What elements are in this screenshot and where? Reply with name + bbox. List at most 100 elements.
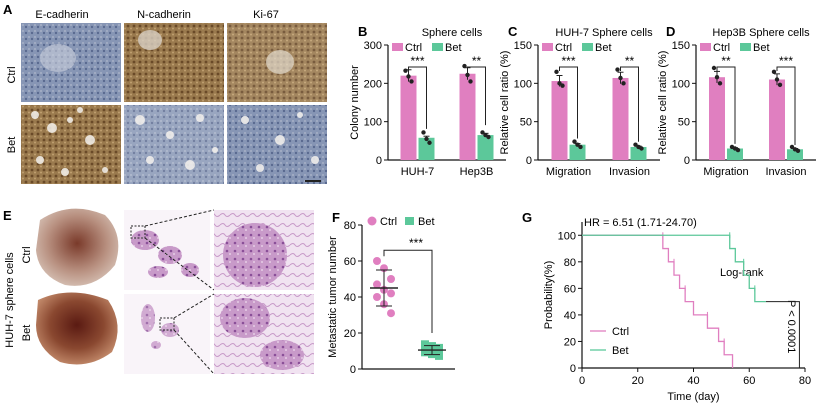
significance-stars: **	[625, 54, 635, 68]
data-point-bet	[435, 347, 443, 355]
data-point-ctrl	[387, 309, 395, 318]
significance-stars: ***	[561, 54, 575, 68]
panel-e-row-1: Ctrl	[21, 246, 33, 263]
bar-ctrl	[459, 73, 476, 160]
data-point	[777, 82, 783, 88]
data-point	[789, 144, 795, 150]
panel-a-row-2: Bet	[6, 137, 18, 154]
data-point	[421, 130, 426, 135]
vacuole-mark	[256, 164, 264, 172]
legend-label-bet: Bet	[418, 216, 435, 228]
y-tick-label: 150	[672, 40, 690, 52]
y-tick-label: 60	[344, 256, 356, 268]
y-tick-label: 300	[364, 40, 382, 52]
ihc-bet-ki67	[227, 105, 327, 184]
significance-stars: ***	[409, 236, 423, 250]
bar-bet	[477, 135, 494, 160]
liver-ctrl-photo	[36, 208, 119, 286]
panel-f-scatter-chart: F 0 20 40 60 80 Metastatic tumor number Ctrl Bet…	[327, 210, 455, 376]
y-tick-label: 150	[514, 40, 532, 52]
x-tick-label: Hep3B	[460, 166, 494, 178]
panel-label: D	[666, 24, 675, 39]
vacuole-mark	[146, 156, 154, 164]
data-point	[424, 136, 429, 142]
y-tick-label: 0	[570, 363, 576, 375]
data-point	[554, 69, 559, 75]
data-point-ctrl	[373, 257, 381, 265]
panel-b-bar-chart: B Sphere cells 0 100 200 300 Colony number Ctrl…	[349, 24, 506, 178]
legend-swatch-ctrl	[392, 43, 403, 51]
vacuole-mark	[36, 156, 44, 164]
x-tick-label: Invasion	[766, 166, 807, 178]
panel-a-col-1: E-cadherin	[35, 9, 88, 21]
y-tick-label: 0	[684, 155, 690, 167]
vacuole-mark	[135, 115, 145, 125]
chart-title: Hep3B Sphere cells	[712, 27, 810, 39]
data-point	[462, 63, 467, 69]
legend-label-bet: Bet	[595, 42, 612, 54]
panel-e-label: E	[3, 208, 12, 223]
panel-a-col-3: Ki-67	[253, 9, 279, 21]
significance-bracket	[383, 249, 433, 333]
x-tick-label: 60	[743, 375, 755, 387]
panel-a-col-2: N-cadherin	[137, 9, 191, 21]
significance-stars: ***	[410, 54, 424, 68]
x-tick-label: 40	[687, 375, 699, 387]
panel-g-survival-chart: G 0 20 40 60 80 100 0 20 40 60 80 Time (day) Probabil…	[522, 210, 811, 403]
y-tick-label: 40	[344, 292, 356, 304]
vacuole-mark	[61, 168, 69, 176]
data-point	[735, 147, 741, 153]
survival-curve-ctrl	[582, 234, 734, 368]
legend-swatch-ctrl	[367, 216, 377, 226]
y-tick-label: 0	[376, 155, 382, 167]
y-tick-label: 100	[672, 78, 690, 90]
y-tick-label: 0	[350, 364, 356, 376]
data-point	[560, 83, 565, 88]
data-point	[575, 142, 580, 147]
liver-bet-photo	[36, 292, 118, 365]
y-tick-label: 80	[344, 220, 356, 232]
vacuole-mark	[212, 147, 218, 153]
bar-bet	[727, 148, 743, 160]
bar-ctrl	[612, 77, 629, 160]
y-tick-label: 50	[520, 117, 532, 129]
legend-label-ctrl: Ctrl	[380, 216, 397, 228]
significance-bracket	[467, 66, 486, 126]
data-point	[615, 67, 620, 72]
bar-ctrl	[769, 79, 785, 160]
vacuole-mark	[275, 135, 285, 145]
vacuole-mark	[67, 117, 73, 123]
panel-e-row-label: HUH-7 sphere cells	[4, 252, 16, 348]
panel-label: C	[508, 24, 518, 39]
legend-swatch-bet	[582, 43, 593, 51]
legend-label-ctrl: Ctrl	[405, 42, 422, 54]
vacuole-mark	[311, 156, 319, 164]
y-tick-label: 80	[564, 257, 576, 269]
log-rank-label: Log-rank	[720, 267, 764, 279]
data-point	[771, 69, 777, 75]
legend-label-bet: Bet	[445, 42, 462, 54]
liver-images	[36, 208, 314, 375]
y-tick-label: 100	[558, 230, 576, 242]
vacuole-mark	[241, 116, 249, 124]
legend-label-bet: Bet	[753, 42, 770, 54]
panel-a-row-1: Ctrl	[6, 66, 18, 83]
y-tick-label: 100	[364, 117, 382, 129]
legend-label-bet: Bet	[612, 345, 629, 357]
significance-bracket	[620, 66, 639, 142]
data-point-bet	[435, 343, 443, 351]
data-point	[618, 75, 623, 81]
y-axis-label: Probability(%)	[543, 261, 555, 329]
x-tick-label: 0	[579, 375, 585, 387]
data-point	[711, 65, 717, 71]
bar-bet	[787, 149, 803, 160]
y-tick-label: 20	[564, 336, 576, 348]
bar-bet	[569, 144, 586, 160]
vacuole-mark	[196, 114, 204, 122]
data-point	[486, 134, 491, 140]
data-point	[480, 130, 485, 135]
vacuole-mark	[185, 160, 195, 170]
data-point	[403, 68, 408, 73]
